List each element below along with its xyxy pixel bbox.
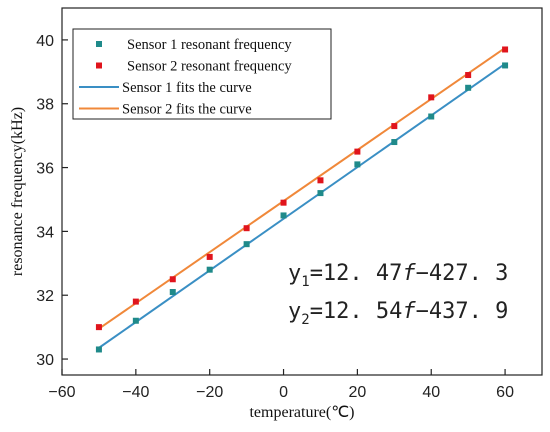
data-point <box>95 346 102 353</box>
data-point <box>391 123 398 130</box>
y-tick-label: 36 <box>36 161 54 178</box>
y-tick-label: 38 <box>36 97 54 114</box>
data-point <box>280 212 287 219</box>
x-tick-label: 20 <box>348 384 366 401</box>
data-point <box>317 190 324 197</box>
data-point <box>354 148 361 155</box>
eq1-lhs: y <box>288 261 301 286</box>
data-point <box>206 253 213 260</box>
x-tick-label: −60 <box>48 384 75 401</box>
legend-entry: Sensor 1 fits the curve <box>122 80 252 96</box>
data-point <box>428 94 435 101</box>
eq2-sub: 2 <box>301 312 309 328</box>
eq2-rhs-pre: =12. 54 <box>310 299 403 324</box>
fit-line-3 <box>98 47 506 330</box>
fit-equations: y1=12. 47f−427. 3 y2=12. 54f−437. 9 <box>288 261 508 328</box>
equation-sensor-2: y2=12. 54f−437. 9 <box>288 299 508 328</box>
data-point <box>465 84 472 91</box>
eq2-rhs-post: −437. 9 <box>416 299 509 324</box>
legend-box <box>72 28 332 120</box>
eq2-lhs: y <box>288 299 301 324</box>
data-point <box>243 225 250 232</box>
x-tick-label: −20 <box>196 384 223 401</box>
x-tick-label: 0 <box>279 384 288 401</box>
data-point <box>391 139 398 146</box>
legend-swatch-point <box>96 41 102 47</box>
eq1-rhs-post: −427. 3 <box>416 261 509 286</box>
legend-swatch-point <box>96 62 102 69</box>
data-point <box>132 298 139 305</box>
x-tick-label: 40 <box>422 384 440 401</box>
data-point <box>132 317 139 324</box>
x-tick-label: 60 <box>496 384 514 401</box>
eq2-var: f <box>402 299 416 324</box>
data-point <box>354 161 361 168</box>
legend-entry: Sensor 1 resonant frequency <box>127 37 292 53</box>
data-point <box>502 62 509 69</box>
legend-entry: Sensor 2 resonant frequency <box>127 59 292 75</box>
y-tick-label: 32 <box>36 288 54 305</box>
legend-entry: Sensor 2 fits the curve <box>122 102 252 118</box>
legend: Sensor 1 resonant frequency Sensor 2 reso… <box>72 28 332 120</box>
y-tick-label: 30 <box>36 352 54 369</box>
eq1-rhs-pre: =12. 47 <box>310 261 403 286</box>
fit-line-2 <box>98 63 506 349</box>
x-axis-title: temperature(℃) <box>249 404 354 421</box>
data-point <box>465 72 472 79</box>
y-tick-label: 40 <box>36 33 54 50</box>
eq1-sub: 1 <box>301 274 309 290</box>
data-point <box>206 266 213 273</box>
data-points <box>95 46 509 353</box>
axis-ticks <box>61 39 506 375</box>
data-point <box>317 177 324 184</box>
y-axis-title: resonance frequency(kHz) <box>9 107 26 276</box>
data-point <box>95 324 102 331</box>
y-tick-label: 34 <box>36 224 54 241</box>
data-point <box>502 46 509 53</box>
data-point <box>428 113 435 120</box>
eq1-var: f <box>402 261 416 286</box>
fit-lines <box>98 47 506 349</box>
equation-sensor-1: y1=12. 47f−427. 3 <box>288 261 508 290</box>
data-point <box>243 241 250 248</box>
data-point <box>169 289 176 296</box>
plot-area <box>61 7 543 376</box>
tick-labels: −60 −40 −20 0 20 40 60 30 32 34 36 38 40 <box>36 33 514 401</box>
x-tick-label: −40 <box>122 384 149 401</box>
data-point <box>169 276 176 283</box>
data-point <box>280 199 287 206</box>
